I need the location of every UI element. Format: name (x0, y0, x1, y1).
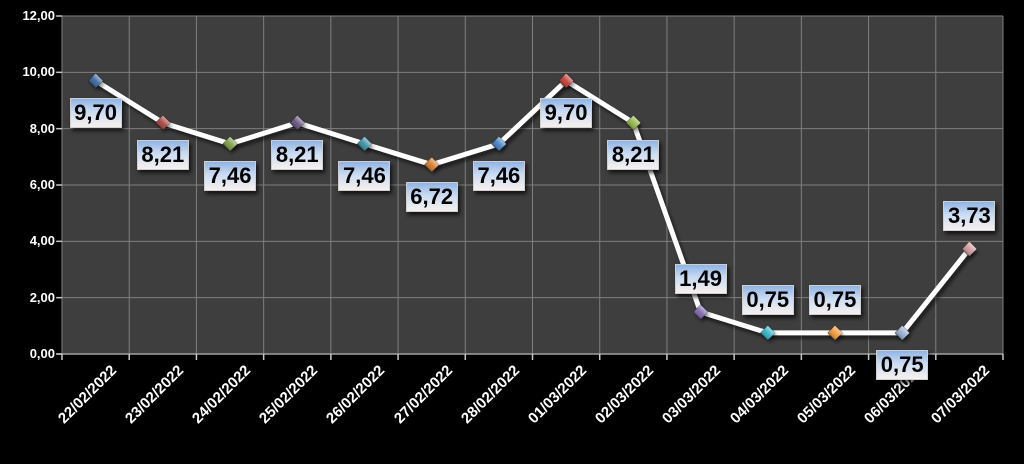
data-label: 8,21 (271, 139, 324, 170)
x-axis-tick-label: 04/03/2022 (726, 362, 792, 428)
data-point-marker (356, 136, 372, 152)
data-point-marker (760, 325, 776, 341)
data-point-marker (88, 73, 104, 89)
data-label: 0,75 (808, 284, 861, 315)
data-label: 6,72 (405, 181, 458, 212)
data-label: 8,21 (136, 139, 189, 170)
data-label: 7,46 (472, 160, 525, 191)
data-label: 9,70 (540, 97, 593, 128)
x-axis-tick-label: 24/02/2022 (188, 362, 255, 428)
y-axis-tick-label: 4,00 (29, 233, 55, 249)
data-point-marker (155, 115, 171, 131)
x-axis-tick-label: 01/03/2022 (525, 362, 591, 428)
x-axis-tick-label: 25/02/2022 (256, 362, 322, 428)
data-label: 7,46 (204, 160, 257, 191)
y-axis-tick-label: 0,00 (29, 346, 55, 361)
data-label: 9,70 (69, 97, 122, 128)
y-axis-tick-label: 2,00 (29, 289, 55, 305)
y-axis-tick-label: 6,00 (29, 177, 55, 192)
data-point-marker (894, 325, 910, 341)
x-axis-tick-label: 22/02/2022 (54, 362, 120, 428)
x-axis-tick-label: 28/02/2022 (457, 362, 523, 428)
data-point-marker (289, 115, 305, 131)
x-axis-tick-label: 05/03/2022 (793, 362, 859, 428)
series-line-shadow (95, 81, 975, 340)
x-axis-tick-label: 02/03/2022 (592, 362, 658, 428)
data-point-marker (693, 304, 709, 320)
x-axis-tick-label: 03/03/2022 (659, 362, 725, 428)
data-label: 0,75 (876, 349, 929, 380)
x-axis-tick-label: 07/03/2022 (928, 362, 994, 428)
data-point-marker (222, 136, 238, 152)
series-line (93, 78, 972, 336)
data-point-marker (558, 73, 574, 89)
y-axis-tick-label: 12,00 (22, 8, 55, 23)
x-axis-tick-label: 26/02/2022 (323, 362, 389, 428)
data-point-marker (625, 115, 641, 131)
data-label: 0,75 (741, 284, 794, 315)
data-point-marker (961, 241, 977, 257)
data-label: 7,46 (338, 160, 391, 191)
data-point-marker (424, 157, 440, 173)
data-point-marker (491, 136, 507, 152)
data-label: 8,21 (607, 139, 660, 170)
y-axis-tick-label: 8,00 (29, 120, 55, 136)
x-axis-tick-label: 23/02/2022 (121, 362, 187, 428)
y-axis-tick-label: 10,00 (22, 64, 55, 80)
x-axis-tick-label: 27/02/2022 (390, 362, 456, 428)
data-label: 1,49 (674, 264, 727, 295)
data-label: 3,73 (943, 200, 996, 231)
data-point-marker (827, 325, 843, 341)
